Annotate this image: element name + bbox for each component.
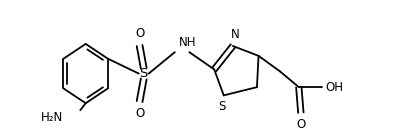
Text: S: S	[218, 100, 225, 113]
Text: S: S	[139, 67, 148, 80]
Text: N: N	[230, 28, 239, 41]
Text: O: O	[296, 118, 305, 131]
Text: H₂N: H₂N	[41, 111, 63, 124]
Text: NH: NH	[179, 36, 196, 49]
Text: OH: OH	[326, 81, 344, 94]
Text: O: O	[135, 107, 144, 120]
Text: O: O	[135, 27, 144, 40]
